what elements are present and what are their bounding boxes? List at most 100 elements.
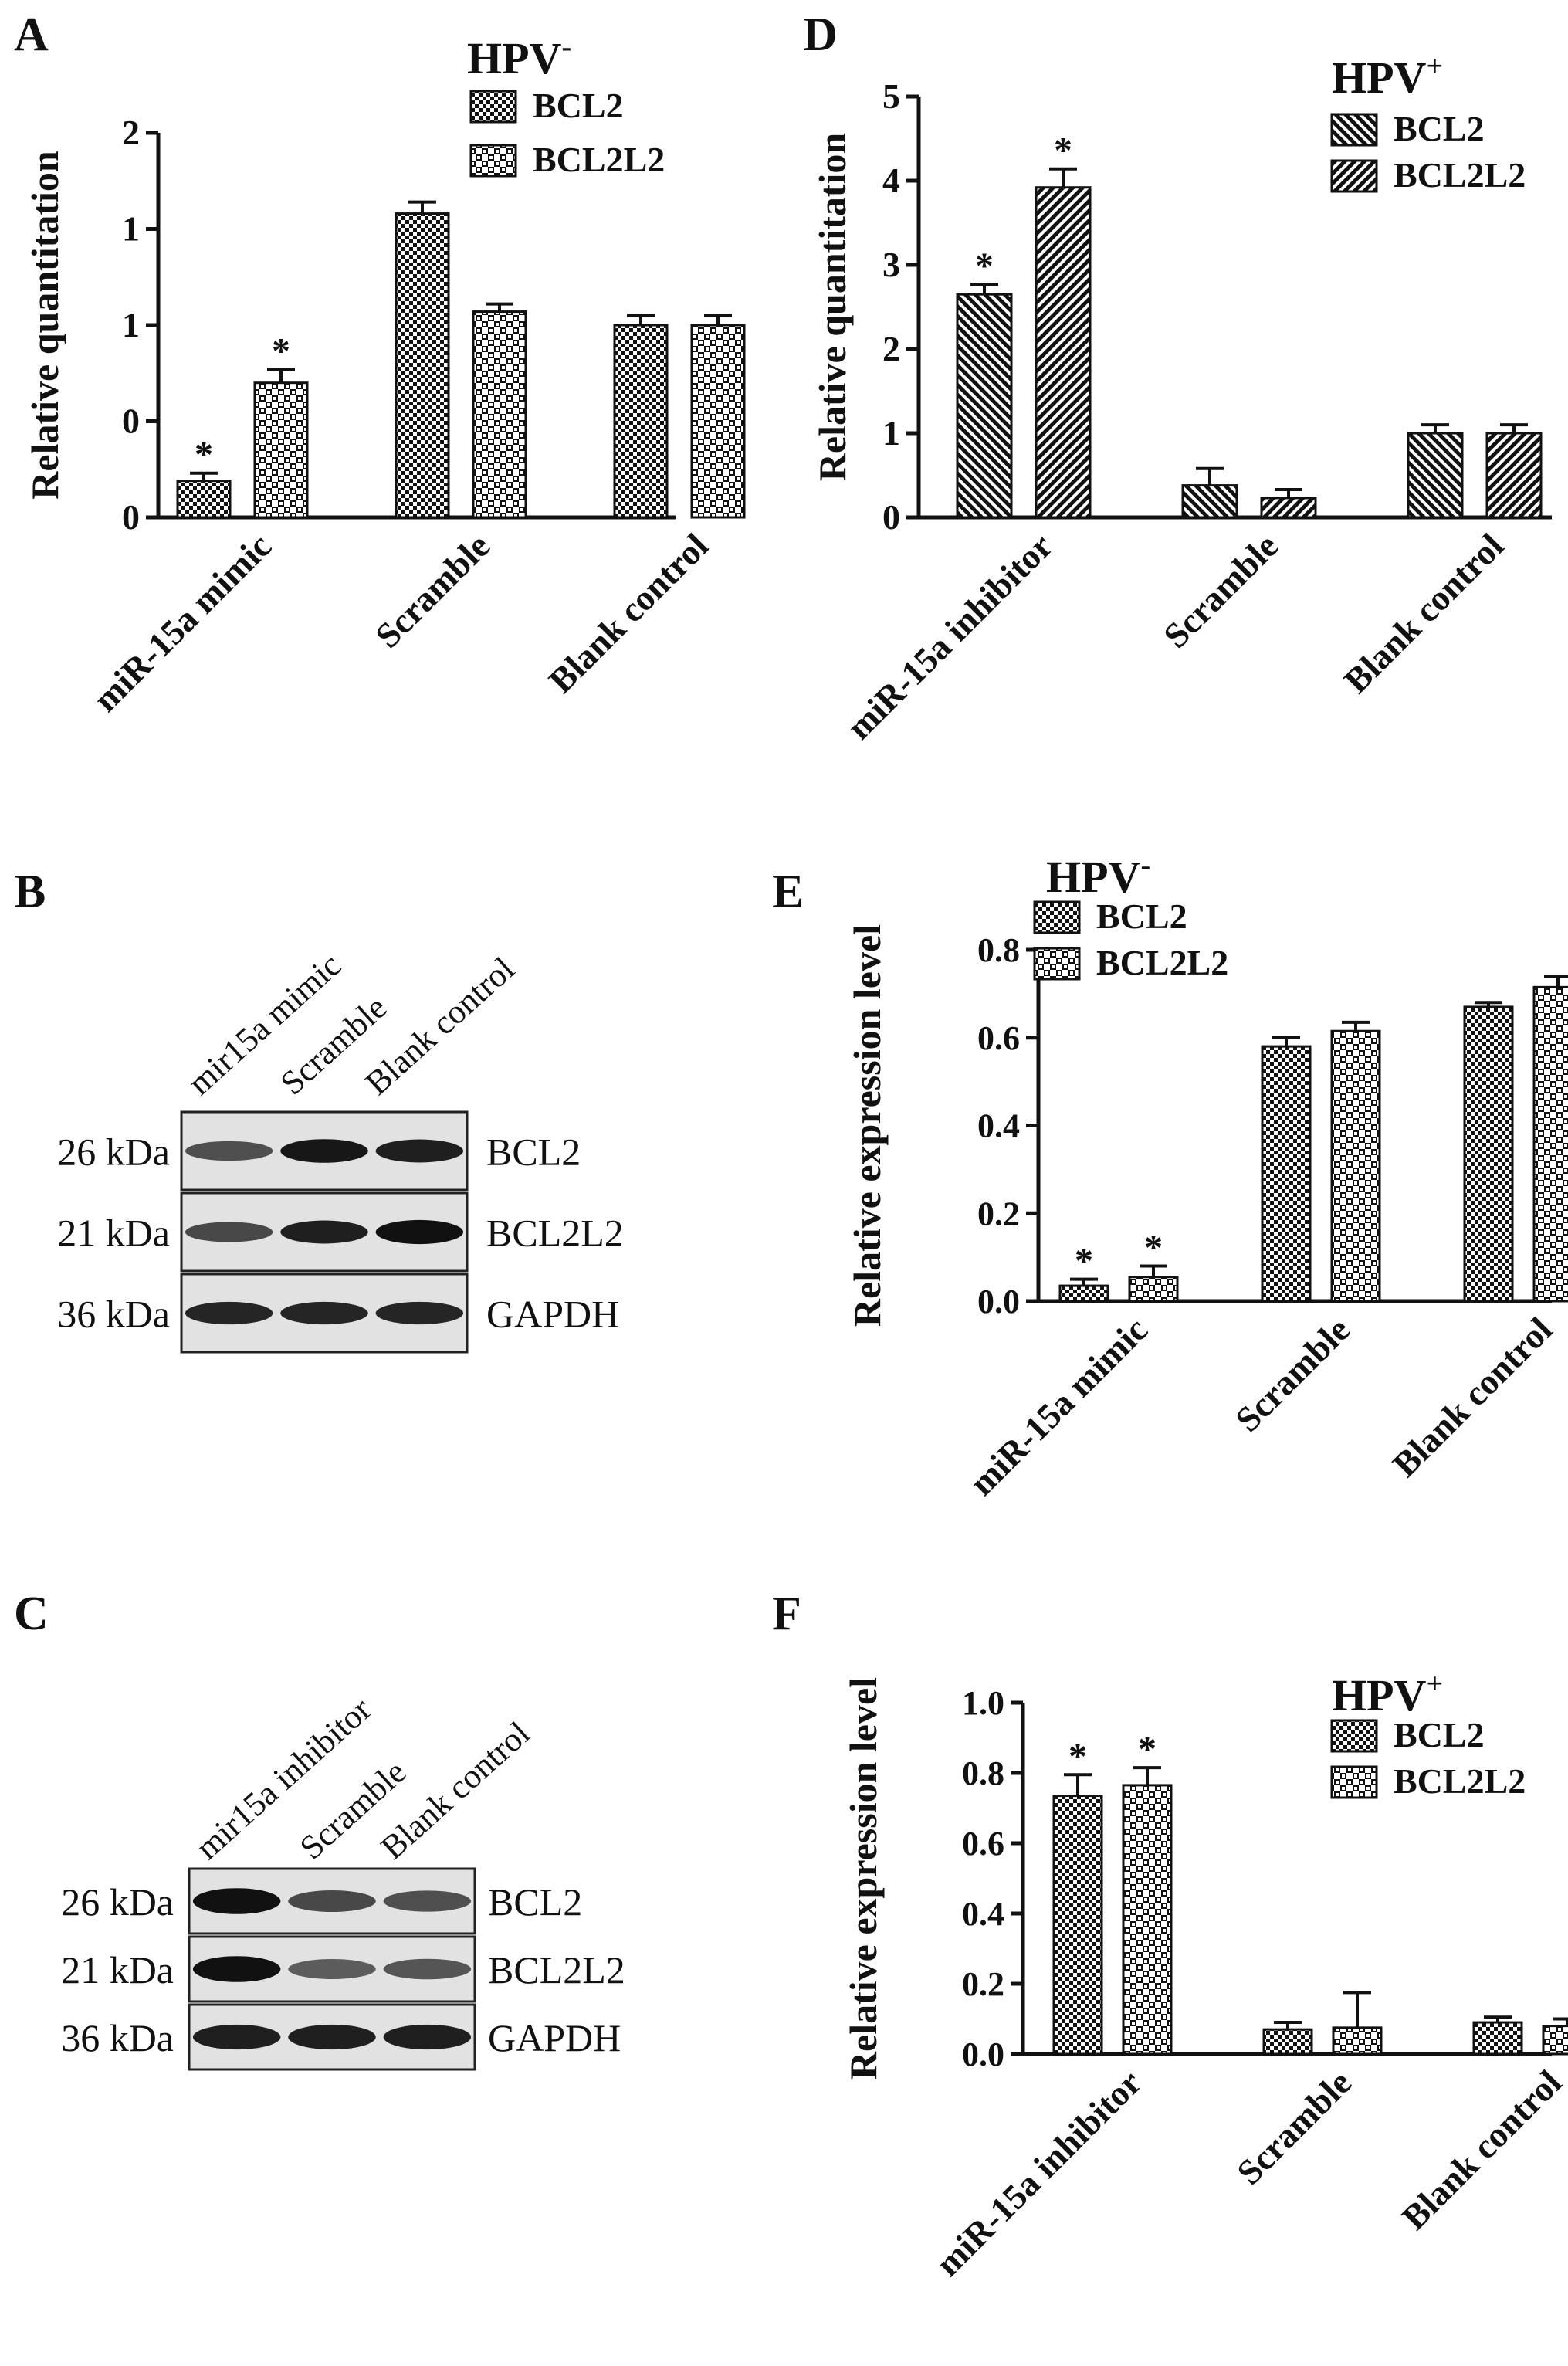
legend-title: HPV+ [1332, 1668, 1443, 1720]
legend-swatch-bcl2l2 [1330, 1765, 1378, 1799]
category-label: Blank control [1336, 526, 1511, 700]
bar-bcl2 [956, 293, 1013, 519]
blot-band [185, 1222, 273, 1242]
bar-bcl2l2 [690, 324, 746, 519]
blot-band [185, 1301, 273, 1325]
blot-band [288, 2024, 376, 2050]
legend-swatch-bcl2 [1330, 113, 1378, 147]
legend-label-bcl2: BCL2 [1096, 897, 1187, 936]
y-tick-label: 0.8 [962, 1754, 1004, 1792]
bar-bcl2l2 [1128, 1276, 1179, 1303]
blot-band [375, 1301, 464, 1325]
legend-title: HPV- [467, 31, 571, 83]
y-tick-label: 0.4 [977, 1107, 1020, 1145]
chart-panel-e: 0.0 0.2 0.4 0.6 0.8 Relative expression level… [845, 849, 1568, 1503]
bar-bcl2 [1058, 1284, 1109, 1303]
y-tick-label: 0.6 [962, 1825, 1004, 1863]
bar-bcl2l2 [1332, 2026, 1383, 2056]
bar-bcl2 [1261, 1045, 1312, 1303]
category-label: miR-15a mimic [86, 526, 279, 719]
bar-bcl2l2 [472, 310, 527, 519]
category-label: Scramble [1156, 526, 1285, 656]
y-tick-label: 1 [122, 209, 140, 249]
protein-label: GAPDH [488, 2016, 621, 2059]
significance-star: * [272, 330, 290, 371]
molecular-weight-label: 26 kDa [57, 1130, 170, 1174]
y-tick-label: 1.0 [962, 1684, 1004, 1722]
legend-label-bcl2l2: BCL2L2 [1394, 1761, 1526, 1801]
bar-bcl2l2 [1122, 1784, 1173, 2056]
y-tick-label: 0.2 [962, 1965, 1004, 2003]
legend-label-bcl2: BCL2 [1394, 1715, 1485, 1754]
chart-panel-d: 0 1 2 3 4 5 Relative quantitation * * miR-15a inh… [811, 50, 1552, 747]
y-axis-label: Relative expression level [845, 924, 889, 1327]
y-tick-label: 0.0 [962, 2036, 1004, 2073]
blot-band [192, 1888, 281, 1914]
y-tick-label: 1 [882, 413, 900, 453]
legend-label-bcl2: BCL2 [533, 86, 624, 125]
bar-bcl2l2 [1260, 497, 1317, 519]
panel-label-b: B [14, 866, 46, 918]
blot-band [185, 1141, 273, 1161]
legend-label-bcl2l2: BCL2L2 [1096, 943, 1228, 982]
y-tick-label: 4 [882, 161, 900, 200]
category-label: Blank control [1394, 2063, 1568, 2237]
blot-band [280, 1301, 368, 1325]
blot-band [383, 1890, 472, 1912]
bar-bcl2 [395, 212, 450, 519]
protein-label: BCL2L2 [486, 1212, 624, 1255]
category-label: miR-15a inhibitor [928, 2063, 1149, 2283]
bar-bcl2 [176, 480, 232, 519]
protein-label: BCL2L2 [488, 1948, 625, 1991]
blot-band [375, 1139, 464, 1163]
blot-band [288, 1890, 376, 1912]
category-label: Scramble [1228, 1310, 1357, 1439]
y-tick-label: 0.2 [977, 1195, 1020, 1232]
bar-bcl2l2 [1542, 2025, 1568, 2056]
y-tick-label: 0.8 [977, 931, 1020, 969]
legend-swatch-bcl2 [1033, 900, 1081, 934]
y-tick-label: 0.0 [977, 1283, 1020, 1320]
y-tick-label: 0.4 [962, 1895, 1004, 1933]
y-tick-label: 0.6 [977, 1019, 1020, 1057]
significance-star: * [1138, 1729, 1157, 1770]
category-label: miR-15a inhibitor [839, 526, 1060, 747]
legend-title: HPV- [1046, 849, 1150, 902]
y-tick-label: 0 [122, 497, 140, 537]
lane-label: mir15a inhibitor [188, 1690, 378, 1867]
bar-bcl2l2 [1532, 985, 1568, 1303]
bar-bcl2 [1407, 432, 1464, 519]
panel-label-c: C [14, 1588, 49, 1640]
bar-bcl2l2 [1035, 186, 1092, 519]
category-label: Scramble [367, 526, 497, 656]
chart-panel-f: 0.0 0.2 0.4 0.6 0.8 1.0 Relative expression le… [842, 1668, 1568, 2283]
legend-title-superscript: - [561, 31, 571, 63]
panel-label-a: A [14, 8, 49, 61]
bar-bcl2l2 [253, 381, 309, 519]
legend-swatch-bcl2l2 [1330, 159, 1378, 193]
y-tick-label: 2 [122, 113, 140, 152]
bar-bcl2 [1052, 1795, 1103, 2056]
significance-star: * [1054, 131, 1072, 171]
legend-title: HPV+ [1332, 50, 1443, 103]
molecular-weight-label: 36 kDa [57, 1293, 170, 1336]
molecular-weight-label: 36 kDa [61, 2016, 174, 2059]
legend-label-bcl2l2: BCL2L2 [1394, 155, 1526, 195]
significance-star: * [1075, 1241, 1093, 1282]
legend-swatch-bcl2l2 [469, 144, 517, 178]
legend-swatch-bcl2 [1330, 1719, 1378, 1753]
y-tick-label: 3 [882, 245, 900, 284]
category-label: Blank control [1385, 1310, 1560, 1484]
panel-label-d: D [803, 8, 838, 61]
blot-band [375, 1219, 464, 1245]
protein-label: GAPDH [486, 1293, 619, 1336]
category-label: Scramble [1229, 2063, 1359, 2192]
bar-bcl2 [1463, 1005, 1514, 1303]
blot-band [280, 1220, 368, 1244]
category-label: miR-15a mimic [962, 1310, 1155, 1503]
bar-bcl2 [1262, 2028, 1313, 2056]
y-tick-label: 2 [882, 329, 900, 368]
